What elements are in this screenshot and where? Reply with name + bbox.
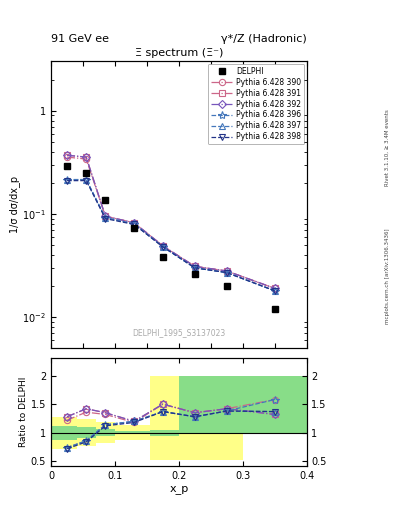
DELPHI	[84, 170, 88, 176]
Pythia 6.428 398	[103, 216, 108, 222]
Pythia 6.428 398	[272, 288, 277, 294]
Pythia 6.428 397	[160, 244, 165, 250]
Pythia 6.428 392	[224, 268, 229, 274]
Pythia 6.428 396	[84, 177, 88, 183]
Pythia 6.428 390	[84, 156, 88, 162]
Line: Pythia 6.428 397: Pythia 6.428 397	[64, 177, 278, 294]
Pythia 6.428 398	[132, 221, 136, 227]
Pythia 6.428 398	[65, 178, 70, 184]
X-axis label: x_p: x_p	[169, 483, 188, 494]
Text: 91 GeV ee: 91 GeV ee	[51, 33, 109, 44]
Pythia 6.428 396	[193, 265, 197, 271]
Pythia 6.428 397	[132, 221, 136, 227]
Pythia 6.428 390	[224, 268, 229, 274]
DELPHI	[160, 254, 165, 260]
Line: DELPHI: DELPHI	[64, 163, 278, 312]
Pythia 6.428 397	[272, 288, 277, 294]
Text: Rivet 3.1.10, ≥ 3.4M events: Rivet 3.1.10, ≥ 3.4M events	[385, 109, 389, 186]
Pythia 6.428 390	[193, 263, 197, 269]
Pythia 6.428 397	[193, 265, 197, 271]
Title: Ξ spectrum (Ξ⁻): Ξ spectrum (Ξ⁻)	[135, 48, 223, 58]
Pythia 6.428 390	[103, 213, 108, 219]
Pythia 6.428 398	[193, 265, 197, 271]
Pythia 6.428 392	[103, 213, 108, 219]
Pythia 6.428 396	[224, 269, 229, 275]
Pythia 6.428 397	[103, 215, 108, 221]
DELPHI	[65, 163, 70, 169]
Pythia 6.428 392	[65, 152, 70, 158]
Pythia 6.428 397	[84, 177, 88, 183]
Pythia 6.428 390	[272, 285, 277, 291]
Line: Pythia 6.428 398: Pythia 6.428 398	[64, 178, 278, 294]
Pythia 6.428 390	[160, 243, 165, 249]
DELPHI	[103, 197, 108, 203]
Pythia 6.428 391	[132, 220, 136, 226]
Line: Pythia 6.428 396: Pythia 6.428 396	[63, 176, 279, 295]
Pythia 6.428 392	[193, 263, 197, 269]
Pythia 6.428 392	[272, 285, 277, 291]
Pythia 6.428 396	[132, 221, 136, 227]
Pythia 6.428 396	[272, 288, 277, 294]
Pythia 6.428 398	[224, 269, 229, 275]
Pythia 6.428 392	[84, 154, 88, 160]
Pythia 6.428 390	[65, 154, 70, 160]
Pythia 6.428 396	[160, 244, 165, 250]
Text: γ*/Z (Hadronic): γ*/Z (Hadronic)	[221, 33, 307, 44]
Legend: DELPHI, Pythia 6.428 390, Pythia 6.428 391, Pythia 6.428 392, Pythia 6.428 396, : DELPHI, Pythia 6.428 390, Pythia 6.428 3…	[208, 63, 304, 144]
Line: Pythia 6.428 391: Pythia 6.428 391	[64, 152, 278, 291]
Pythia 6.428 396	[65, 177, 70, 183]
DELPHI	[224, 283, 229, 289]
Text: mcplots.cern.ch [arXiv:1306.3436]: mcplots.cern.ch [arXiv:1306.3436]	[385, 229, 389, 324]
Pythia 6.428 397	[224, 269, 229, 275]
Pythia 6.428 391	[272, 285, 277, 291]
DELPHI	[193, 271, 197, 278]
Pythia 6.428 391	[65, 152, 70, 158]
Pythia 6.428 396	[103, 215, 108, 221]
Pythia 6.428 390	[132, 220, 136, 226]
Pythia 6.428 391	[84, 154, 88, 160]
Pythia 6.428 391	[103, 213, 108, 219]
Pythia 6.428 392	[132, 220, 136, 226]
Pythia 6.428 391	[160, 243, 165, 249]
Text: DELPHI_1995_S3137023: DELPHI_1995_S3137023	[132, 328, 226, 337]
DELPHI	[132, 225, 136, 231]
Line: Pythia 6.428 392: Pythia 6.428 392	[64, 152, 278, 291]
Pythia 6.428 391	[224, 268, 229, 274]
Pythia 6.428 391	[193, 263, 197, 269]
Pythia 6.428 398	[84, 178, 88, 184]
Pythia 6.428 397	[65, 177, 70, 183]
DELPHI	[272, 306, 277, 312]
Pythia 6.428 398	[160, 244, 165, 250]
Pythia 6.428 392	[160, 243, 165, 249]
Y-axis label: Ratio to DELPHI: Ratio to DELPHI	[19, 377, 28, 447]
Line: Pythia 6.428 390: Pythia 6.428 390	[64, 154, 278, 291]
Y-axis label: 1/σ dσ/dx_p: 1/σ dσ/dx_p	[9, 176, 20, 233]
